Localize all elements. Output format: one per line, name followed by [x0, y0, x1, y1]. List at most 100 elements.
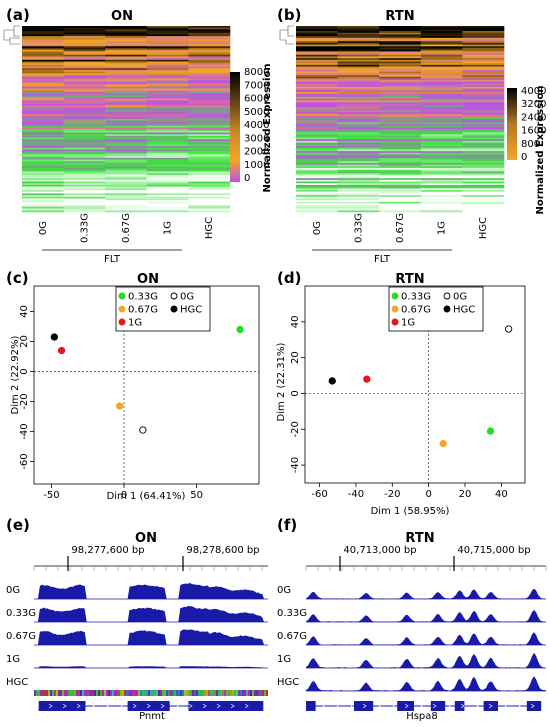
heatmap-cell	[462, 97, 505, 100]
heatmap-cell	[105, 95, 148, 98]
heatmap-cell	[105, 122, 148, 125]
sequence-stripe	[44, 690, 46, 696]
heatmap-cell	[462, 76, 505, 79]
heatmap-cell	[379, 108, 422, 111]
heatmap-cell	[105, 105, 148, 108]
heatmap-cell	[146, 58, 189, 61]
heatmap-cell	[146, 186, 189, 189]
x-tick-label: 50	[190, 490, 203, 501]
heatmap-cell	[462, 32, 505, 35]
heatmap-cell	[105, 127, 148, 130]
sequence-stripe	[160, 690, 162, 696]
legend-marker	[118, 305, 126, 313]
gene-exon	[354, 701, 374, 711]
heatmap-cell	[420, 184, 463, 187]
heatmap-cell	[22, 129, 64, 132]
heatmap-cell	[22, 119, 64, 121]
heatmap-cell	[63, 203, 106, 206]
heatmap-cell	[63, 191, 106, 194]
heatmap-cell	[188, 66, 231, 69]
heatmap-cell	[462, 95, 505, 98]
heatmap-cell	[379, 159, 422, 162]
panel-b: (b) RTN 4000 3200 2400 1600 800 0 Normalized …	[277, 6, 546, 265]
heatmap-cell	[337, 80, 380, 83]
heatmap-cell	[188, 186, 231, 189]
gene-label-f: Hspa8	[406, 711, 438, 722]
legend-tick-label: 7000	[244, 80, 269, 91]
heatmap-cell	[146, 174, 189, 177]
panel-d-title: RTN	[395, 272, 424, 287]
strand-arrow	[334, 703, 339, 709]
heatmap-cell	[296, 203, 338, 206]
strand-arrow	[418, 703, 423, 709]
gene-exon	[454, 701, 465, 711]
heatmap-cell	[462, 51, 505, 54]
heatmap-cell	[188, 137, 231, 140]
strand-arrow	[376, 703, 381, 709]
heatmap-cell	[63, 166, 106, 169]
heatmap-cell	[379, 137, 422, 140]
heatmap-cell	[188, 149, 231, 152]
heatmap-cell	[63, 183, 106, 186]
heatmap-cell	[420, 37, 463, 40]
heatmap-cell	[462, 117, 505, 120]
heatmap-cell	[379, 174, 422, 177]
column-label: 0.67G	[121, 213, 132, 243]
heatmap-cell	[146, 115, 189, 118]
heatmap-cell	[379, 102, 422, 105]
heatmap-cell	[420, 119, 463, 121]
heatmap-cell	[337, 200, 380, 203]
heatmap-cell	[296, 73, 338, 76]
sequence-stripe	[158, 690, 160, 696]
legend-tick-label: 0	[244, 173, 250, 184]
panel-b-label: (b)	[277, 6, 301, 24]
heatmap-cell	[296, 120, 338, 123]
heatmap-cell	[462, 26, 505, 28]
heatmap-cell	[379, 76, 422, 79]
heatmap-cell	[63, 100, 106, 103]
heatmap-cell	[188, 105, 231, 108]
sequence-stripe	[214, 690, 216, 696]
heatmap-cell	[420, 191, 463, 194]
heatmap-cell	[462, 39, 505, 42]
heatmap-cell	[146, 98, 189, 101]
data-point	[363, 375, 371, 383]
heatmap-cell	[337, 83, 380, 86]
heatmap-cell	[462, 119, 505, 121]
heatmap-cell	[22, 156, 64, 159]
heatmap-cell	[337, 63, 380, 66]
heatmap-cell	[188, 85, 231, 88]
heatmap-cell	[22, 130, 64, 133]
heatmap-cell	[63, 56, 106, 59]
heatmap-cell	[379, 49, 422, 52]
heatmap-cell	[296, 166, 338, 169]
heatmap-cell	[296, 206, 338, 209]
sequence-stripe	[146, 690, 148, 696]
heatmap-cell	[296, 132, 338, 135]
heatmap-cell	[462, 154, 505, 157]
sequence-stripe	[218, 690, 220, 696]
heatmap-cell	[105, 184, 148, 187]
heatmap-cell	[22, 29, 64, 32]
heatmap-cell	[63, 41, 106, 44]
heatmap-cell	[379, 100, 422, 103]
heatmap-cell	[22, 115, 64, 118]
heatmap-cell	[63, 181, 106, 184]
heatmap-cell	[63, 69, 106, 72]
heatmap-cell	[462, 149, 505, 152]
heatmap-cell	[337, 154, 380, 157]
heatmap-cell	[296, 41, 338, 44]
heatmap-cell	[296, 68, 338, 71]
heatmap-cell	[146, 162, 189, 165]
panel-b-title: RTN	[385, 9, 414, 24]
heatmap-cell	[420, 117, 463, 120]
heatmap-cell	[420, 69, 463, 72]
heatmap-cell	[63, 37, 106, 40]
x-tick-label: 40	[495, 489, 508, 500]
heatmap-cell	[63, 80, 106, 83]
heatmap-cell	[420, 83, 463, 86]
heatmap-cell	[337, 147, 380, 150]
heatmap-cell	[296, 176, 338, 179]
heatmap-cell	[462, 183, 505, 186]
heatmap-cell	[105, 144, 148, 147]
